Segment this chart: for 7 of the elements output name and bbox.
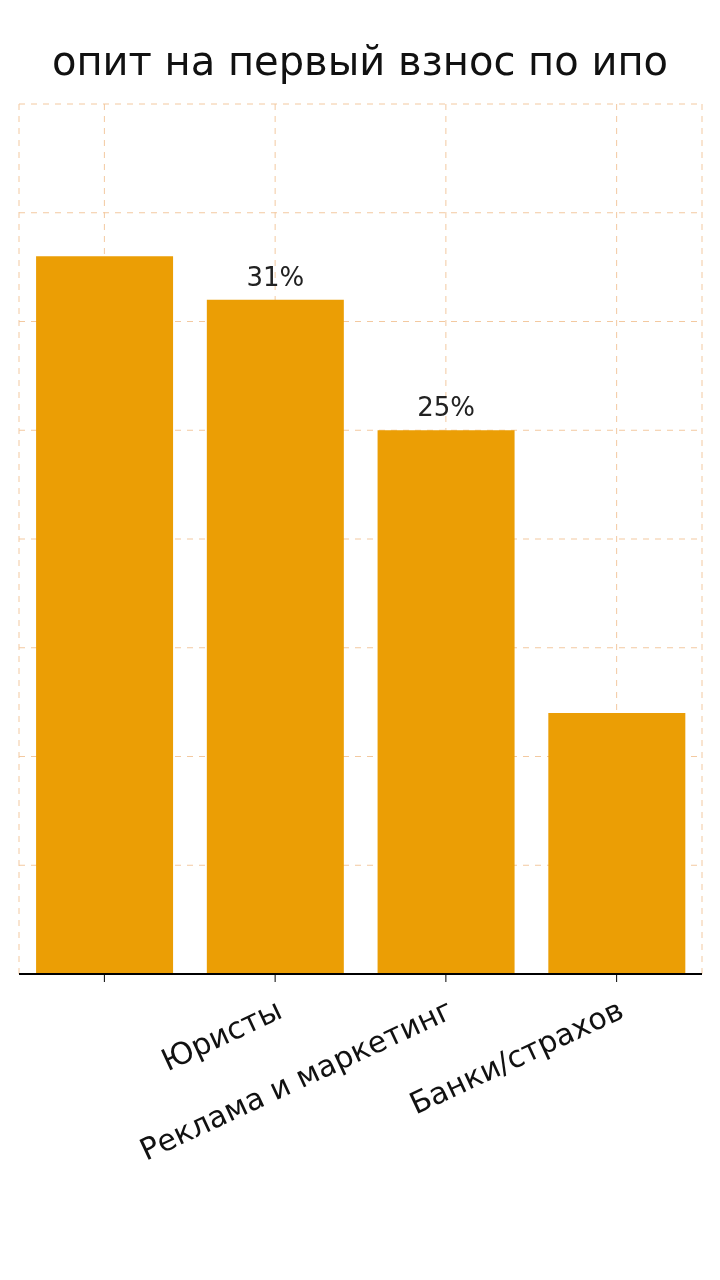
bar bbox=[36, 256, 174, 974]
bar bbox=[206, 299, 344, 974]
data-label: 31% bbox=[246, 261, 305, 292]
data-label: 25% bbox=[417, 392, 475, 423]
chart-title: опит на первый взнос по ипо bbox=[50, 37, 670, 86]
bar bbox=[548, 713, 686, 974]
bar bbox=[377, 430, 515, 974]
